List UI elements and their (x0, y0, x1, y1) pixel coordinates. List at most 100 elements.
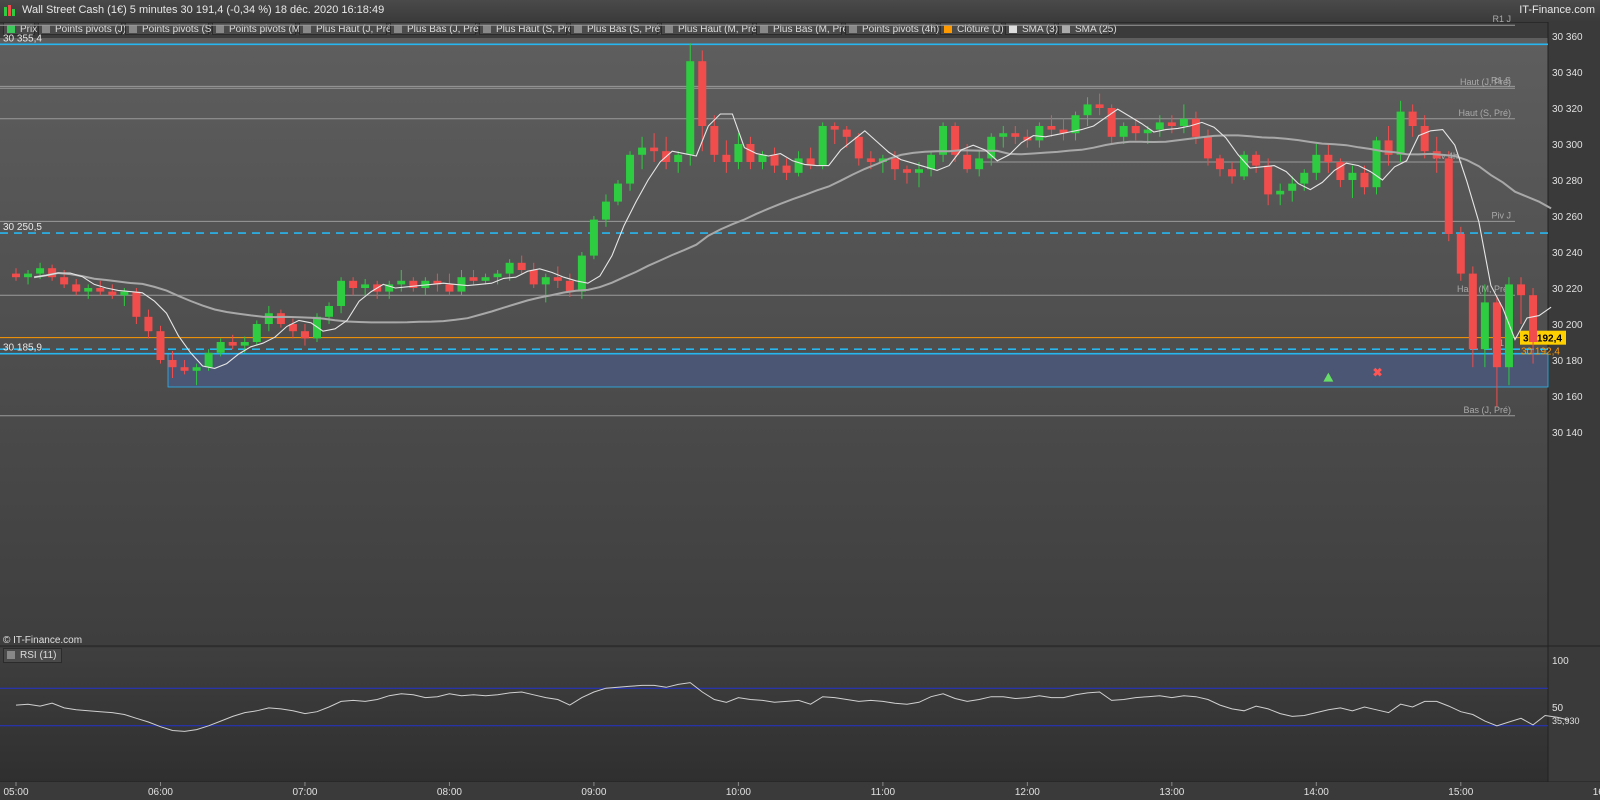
candle-body (1083, 104, 1092, 116)
candle-body (890, 158, 899, 170)
candle-body (108, 291, 117, 296)
candle-body (1107, 108, 1116, 137)
candle-body (192, 367, 201, 371)
last-price-secondary: 30 192,4 (1521, 347, 1560, 358)
support-zone (167, 353, 1549, 388)
candle-body (1300, 172, 1309, 184)
candle-body (601, 201, 610, 220)
candle-body (674, 154, 683, 162)
candle-body (1420, 126, 1429, 152)
y-tick-label: 30 260 (1552, 212, 1583, 223)
level-label: Bas (J, Pré) (1463, 405, 1511, 415)
legend-label: Plus Bas (J, Pré) (407, 24, 483, 35)
candle-body (1252, 154, 1261, 166)
candle-body (782, 165, 791, 173)
candle-body (565, 280, 574, 292)
y-tick-label: 30 360 (1552, 32, 1583, 43)
candle-body (1143, 129, 1152, 134)
candle-body (216, 342, 225, 353)
candle-body (276, 313, 285, 324)
candle-body (1216, 158, 1224, 170)
rsi-legend-chip: RSI (11) (3, 648, 62, 663)
legend-swatch (42, 25, 50, 33)
candle-body (120, 291, 129, 296)
watermark: © IT-Finance.com (3, 635, 83, 646)
candle-body (626, 154, 635, 184)
rsi-swatch (7, 651, 15, 659)
y-tick-label: 30 180 (1552, 356, 1583, 367)
candle-body (1288, 183, 1297, 191)
legend-label: Prix (20, 24, 38, 35)
candle-body (1444, 158, 1453, 234)
legend-label: Clôture (J) (957, 24, 1004, 35)
candle-body (915, 169, 923, 173)
y-tick-label: 30 140 (1552, 428, 1583, 439)
candle-body (240, 342, 249, 346)
candle-body (1276, 190, 1285, 195)
candle-body (481, 277, 490, 281)
y-tick-label: 30 300 (1552, 140, 1583, 151)
candle-body (60, 277, 69, 285)
x-tick-label: 13:00 (1159, 787, 1184, 798)
candle-body (686, 61, 695, 155)
y-tick-label: 30 340 (1552, 68, 1583, 79)
y-tick-label: 30 280 (1552, 176, 1583, 187)
candle-body (1360, 172, 1369, 188)
legend-label: SMA (25) (1075, 24, 1117, 35)
sma3-line (34, 108, 1552, 369)
candle-body (770, 154, 779, 166)
chart-title: Wall Street Cash (1€) 5 minutes 30 191,4… (22, 4, 385, 16)
candle-body (1071, 115, 1080, 134)
candle-body (48, 268, 57, 278)
candle-body (1179, 118, 1188, 126)
candle-body (794, 158, 803, 173)
candle-body (300, 331, 309, 339)
candle-body (132, 291, 141, 317)
candle-body (975, 158, 984, 170)
candle-body (963, 154, 972, 170)
legend-swatch (944, 25, 952, 33)
candle-body (746, 144, 755, 162)
level-label: Haut (S, Pré) (1458, 108, 1511, 118)
x-tick-label: 05:00 (3, 787, 28, 798)
rsi-label: RSI (11) (20, 650, 57, 661)
level-label: R1 S (1491, 75, 1511, 85)
candle-body (445, 284, 454, 292)
legend-swatch (849, 25, 857, 33)
y-tick-label: 30 160 (1552, 392, 1583, 403)
candle-body (204, 352, 213, 368)
level-label: Haut (J, Pré) (1460, 77, 1511, 87)
candle-body (1203, 136, 1212, 159)
candle-body (710, 126, 719, 155)
candle-body (650, 147, 659, 152)
candle-body (1155, 122, 1164, 130)
candle-body (1228, 169, 1237, 177)
candle-body (361, 284, 370, 288)
candle-body (1095, 104, 1104, 108)
candle-body (469, 277, 478, 281)
candle-body (529, 270, 538, 285)
legend-label: Plus Haut (S, Pré) (496, 24, 577, 35)
candle-body (72, 284, 81, 292)
legend-label: Points pivots (M) (229, 24, 304, 35)
level-label: Haut (M, Pré) (1457, 284, 1511, 294)
candle-body (385, 284, 394, 292)
candle-body (1529, 295, 1538, 342)
rsi-last-value: 35,930 (1552, 716, 1580, 726)
candle-body (722, 154, 731, 162)
candle-body (84, 288, 93, 292)
candle-body (1456, 234, 1465, 274)
title-bar: Wall Street Cash (1€) 5 minutes 30 191,4… (0, 0, 1600, 23)
candle-body (1408, 111, 1417, 126)
candle-body (168, 360, 177, 368)
level-label: 30 250,5 (3, 222, 42, 233)
candle-body (12, 273, 20, 278)
candle-body (638, 147, 647, 155)
legend-label: Plus Bas (S, Pré) (587, 24, 664, 35)
candle-body (1011, 133, 1020, 137)
x-tick-label: 07:00 (292, 787, 317, 798)
candle-body (1059, 129, 1068, 134)
level-label: Piv J (1491, 210, 1511, 220)
y-tick-label: 30 200 (1552, 320, 1583, 331)
